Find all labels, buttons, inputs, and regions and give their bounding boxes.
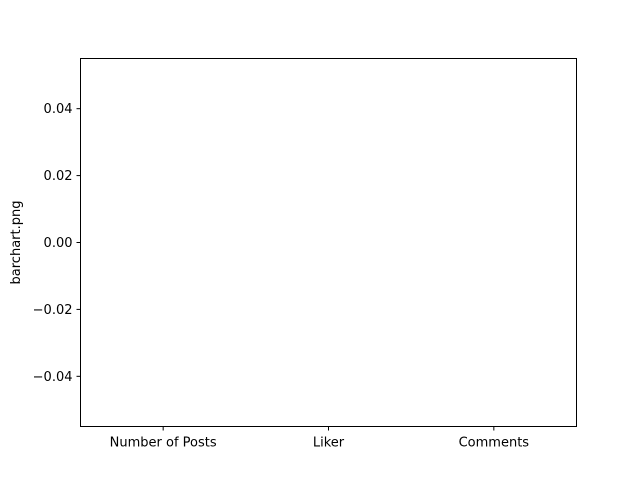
x-tick-label: Comments: [459, 436, 530, 451]
y-axis-label: barchart.png: [9, 201, 24, 285]
y-tick-label: 0.00: [44, 236, 73, 251]
y-tick-label: −0.02: [33, 303, 73, 318]
y-tick-label: 0.02: [44, 169, 73, 184]
y-axis-ticks: 0.04 0.02 0.00 −0.02 −0.04: [33, 102, 81, 385]
x-tick-label: Liker: [313, 436, 345, 451]
x-axis-ticks: Number of Posts Liker Comments: [110, 426, 530, 451]
y-tick-label: 0.04: [44, 102, 73, 117]
y-tick-label: −0.04: [33, 370, 73, 385]
plot-area-frame: [80, 58, 577, 427]
x-tick-label: Number of Posts: [110, 436, 217, 451]
